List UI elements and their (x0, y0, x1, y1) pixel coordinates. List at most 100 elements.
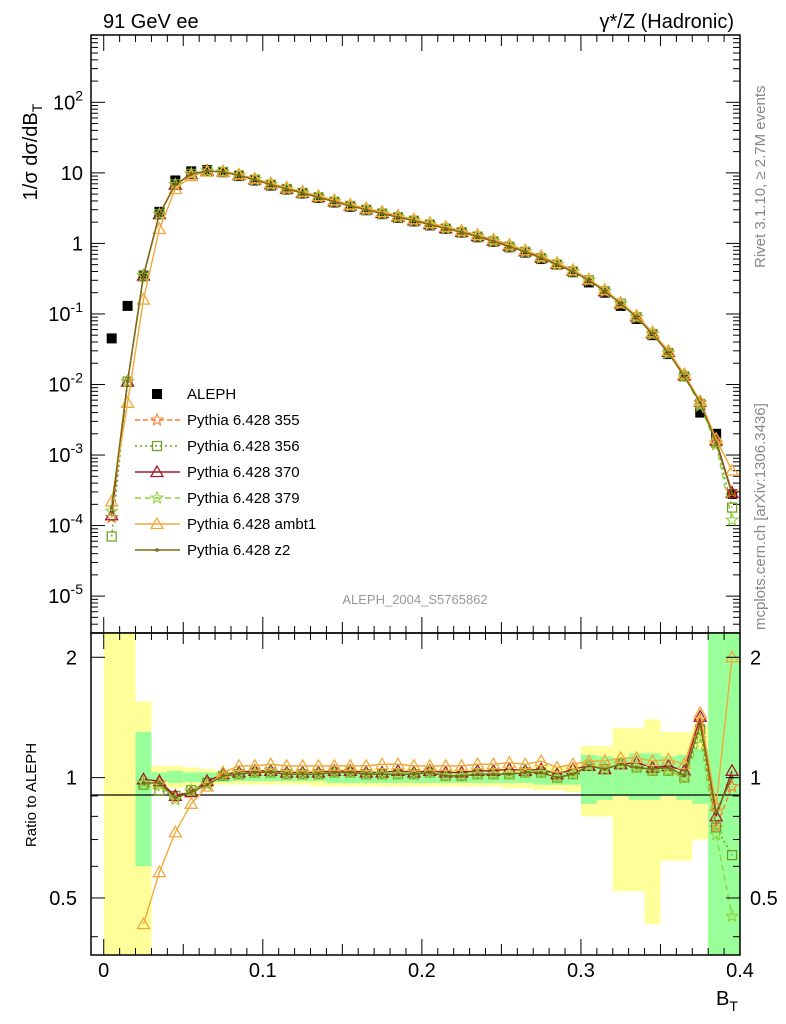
ratio-point (518, 765, 533, 779)
main-point (459, 230, 464, 235)
ratio-point (157, 781, 162, 785)
main-ytick-label: 102 (53, 87, 83, 114)
main-ytick-label-exp: -1 (71, 299, 84, 315)
ratio-point (396, 772, 400, 776)
ratio-ytick-label-right: 2 (750, 647, 761, 669)
main-point (539, 256, 543, 260)
main-point (428, 222, 432, 227)
ratio-point (173, 796, 178, 800)
ratio-point (724, 649, 740, 663)
main-point (268, 182, 273, 187)
band-outer (119, 633, 136, 955)
ratio-point (454, 758, 469, 772)
main-point (486, 232, 501, 245)
main-point (168, 181, 183, 195)
ratio-point (534, 765, 549, 779)
ratio-point (587, 764, 591, 768)
ratio-point (263, 765, 278, 779)
ratio-point (311, 766, 326, 781)
ratio-point (661, 752, 676, 765)
band-inner (501, 772, 518, 783)
ratio-ytick-label-right: 1 (750, 768, 761, 790)
main-point (154, 206, 165, 217)
ratio-point (679, 772, 690, 783)
main-point (173, 182, 178, 187)
legend-label: Pythia 6.428 356 (187, 438, 300, 455)
ratio-point (555, 775, 559, 780)
main-ytick-label: 10-2 (48, 369, 83, 396)
band-inner (183, 772, 200, 783)
ratio-point (682, 774, 687, 778)
ratio-point (523, 770, 528, 775)
ratio-point (634, 765, 639, 770)
ratio-point (613, 750, 628, 764)
band-outer (660, 732, 677, 861)
ratio-point (724, 763, 740, 776)
main-point (724, 463, 740, 476)
main-ytick-label: 10-3 (48, 440, 83, 467)
main-ylabel: 1/σ dσ/dBT (20, 103, 45, 200)
ratio-point (629, 750, 644, 764)
ratio-point (327, 758, 342, 772)
ratio-point (502, 766, 517, 781)
main-point (666, 351, 671, 355)
ratio-series-line (142, 657, 733, 925)
main-point (170, 175, 181, 186)
band-inner (485, 772, 502, 783)
ratio-ytick-label: 1 (66, 768, 77, 790)
side-note-mcplots: mcplots.cern.ch [arXiv:1306.3436] (752, 403, 769, 630)
main-point (587, 278, 591, 283)
ratio-point (724, 908, 740, 923)
legend-entry-4: Pythia 6.428 379 (135, 490, 300, 507)
ratio-xtick-label: 0.4 (726, 960, 754, 982)
ratio-point (581, 758, 597, 772)
header-right: γ*/Z (Hadronic) (600, 11, 734, 33)
ratio-point (184, 796, 199, 809)
main-point (348, 204, 353, 208)
legend-marker (149, 490, 165, 505)
ratio-point (152, 773, 167, 787)
ratio-point (231, 758, 247, 772)
ratio-point (693, 705, 708, 719)
ratio-point (470, 756, 485, 770)
main-point (168, 177, 183, 191)
ratio-point (374, 766, 390, 781)
band-inner (230, 774, 247, 782)
ratio-point (438, 768, 453, 782)
main-point (359, 200, 374, 214)
ratio-point (138, 779, 149, 790)
ratio-point (422, 758, 437, 772)
legend-label: Pythia 6.428 ambt1 (187, 516, 316, 533)
main-point (555, 262, 559, 267)
main-point (125, 379, 130, 384)
main-ytick-label: 1 (72, 233, 83, 255)
legend-marker (155, 548, 159, 552)
ratio-point (597, 753, 612, 767)
main-point (491, 239, 496, 244)
main-point (475, 234, 480, 239)
ratio-point (677, 756, 692, 770)
main-point (284, 187, 289, 191)
main-point (693, 393, 708, 407)
main-point (122, 300, 133, 311)
main-point (634, 315, 639, 319)
ratio-point (549, 760, 565, 773)
ratio-point (348, 770, 353, 775)
band-inner (708, 633, 725, 955)
main-point (106, 333, 117, 344)
ratio-point (507, 772, 512, 776)
main-ytick-label: 10-1 (48, 299, 83, 326)
ratio-point (253, 770, 257, 775)
main-point (374, 204, 390, 218)
main-ytick-label: 10 (61, 163, 83, 185)
main-point (698, 401, 703, 405)
ratio-frame (90, 632, 741, 956)
ratio-point (300, 772, 305, 776)
main-point (332, 199, 337, 204)
main-point (327, 192, 342, 206)
ratio-point (714, 810, 718, 814)
main-point (152, 206, 167, 220)
ratio-ylabel: Ratio to ALEPH (23, 743, 40, 847)
main-point (650, 332, 655, 336)
